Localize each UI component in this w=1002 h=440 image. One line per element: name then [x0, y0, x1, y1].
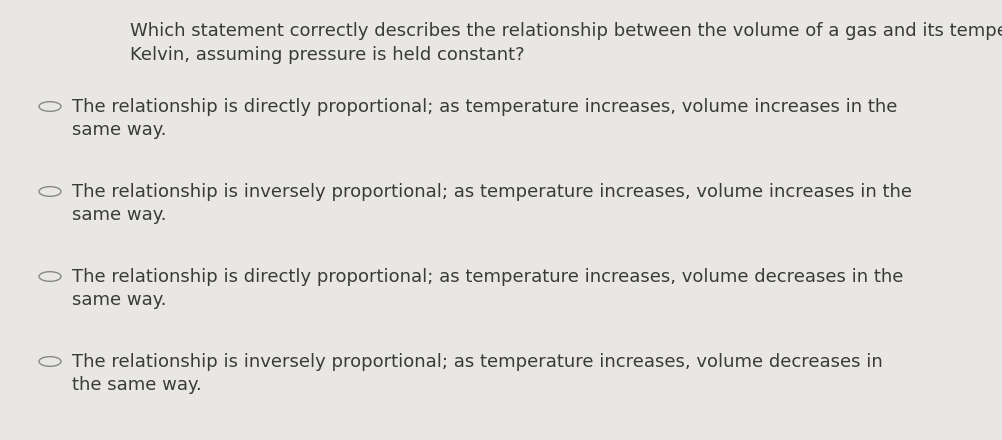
- Text: Which statement correctly describes the relationship between the volume of a gas: Which statement correctly describes the …: [130, 22, 1002, 40]
- Text: same way.: same way.: [72, 121, 166, 139]
- Text: The relationship is directly proportional; as temperature increases, volume incr: The relationship is directly proportiona…: [72, 98, 898, 116]
- Text: The relationship is directly proportional; as temperature increases, volume decr: The relationship is directly proportiona…: [72, 268, 904, 286]
- Text: Kelvin, assuming pressure is held constant?: Kelvin, assuming pressure is held consta…: [130, 47, 525, 65]
- Text: same way.: same way.: [72, 290, 166, 308]
- Text: The relationship is inversely proportional; as temperature increases, volume dec: The relationship is inversely proportion…: [72, 353, 883, 371]
- Text: the same way.: the same way.: [72, 375, 201, 393]
- Text: same way.: same way.: [72, 205, 166, 224]
- Text: The relationship is inversely proportional; as temperature increases, volume inc: The relationship is inversely proportion…: [72, 183, 912, 201]
